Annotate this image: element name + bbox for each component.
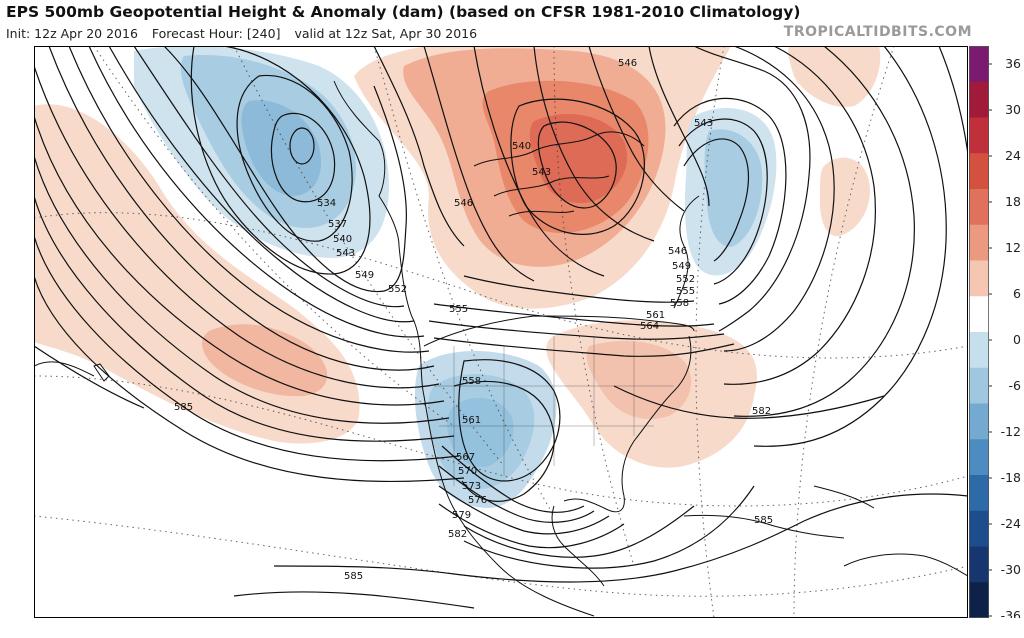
contour-label: 534 bbox=[317, 198, 336, 209]
contour-label: 564 bbox=[640, 321, 659, 332]
colorbar-swatch bbox=[969, 403, 989, 440]
contour-label: 555 bbox=[676, 286, 695, 297]
colorbar-label: 0 bbox=[1013, 332, 1021, 347]
colorbar-swatch bbox=[969, 475, 989, 512]
colorbar-label: -36 bbox=[1001, 608, 1021, 618]
contour-label: 543 bbox=[336, 248, 355, 259]
colorbar-label: 12 bbox=[1005, 240, 1021, 255]
contour-label: 570 bbox=[458, 466, 477, 477]
contour-label: 585 bbox=[174, 402, 193, 413]
colorbar-label: -12 bbox=[1001, 424, 1021, 439]
colorbar-label: 36 bbox=[1005, 56, 1021, 71]
colorbar-swatch bbox=[969, 153, 989, 190]
init-time: Init: 12z Apr 20 2016 bbox=[6, 26, 138, 41]
colorbar-swatch bbox=[969, 332, 989, 369]
anomaly-colorbar: 36 30 24 18 12 6 0 -6 -12 -18 -24 -30 -36 bbox=[969, 46, 1022, 618]
colorbar-swatch bbox=[969, 260, 989, 297]
colorbar-frame bbox=[969, 46, 989, 618]
brand-watermark: TROPICALTIDBITS.COM bbox=[783, 24, 972, 40]
contour-label: 585 bbox=[754, 515, 773, 526]
contour-label: 567 bbox=[456, 452, 475, 463]
contour-label: 537 bbox=[328, 219, 347, 230]
contour-label: 579 bbox=[452, 510, 471, 521]
graticule-lines bbox=[34, 46, 968, 618]
colorbar-swatch bbox=[969, 117, 989, 154]
contour-label: 552 bbox=[388, 284, 407, 295]
colorbar-swatch bbox=[969, 296, 989, 333]
contour-label: 549 bbox=[672, 261, 691, 272]
colorbar-label: 6 bbox=[1013, 286, 1021, 301]
contour-label: 576 bbox=[468, 495, 487, 506]
contour-label: 546 bbox=[454, 198, 473, 209]
contour-label: 582 bbox=[752, 406, 771, 417]
colorbar-swatch bbox=[969, 582, 989, 618]
contour-label: 558 bbox=[462, 376, 481, 387]
colorbar-swatch bbox=[969, 46, 989, 83]
contour-label: 543 bbox=[694, 118, 713, 129]
contour-label: 546 bbox=[668, 246, 687, 257]
contour-label: 561 bbox=[462, 415, 481, 426]
valid-time: valid at 12z Sat, Apr 30 2016 bbox=[294, 26, 478, 41]
coastlines bbox=[34, 80, 968, 617]
colorbar-label: -30 bbox=[1001, 562, 1021, 577]
colorbar-label: 18 bbox=[1005, 194, 1021, 209]
contour-label: 555 bbox=[449, 304, 468, 315]
colorbar-swatch bbox=[969, 81, 989, 118]
contour-label: 546 bbox=[618, 58, 637, 69]
colorbar-label: -18 bbox=[1001, 470, 1021, 485]
chart-title: EPS 500mb Geopotential Height & Anomaly … bbox=[6, 3, 801, 21]
colorbar-swatch bbox=[969, 224, 989, 261]
colorbar-swatch bbox=[969, 510, 989, 547]
anomaly-shading bbox=[34, 46, 881, 508]
colorbar-swatch bbox=[969, 439, 989, 476]
contour-label: 582 bbox=[448, 529, 467, 540]
contour-label: 540 bbox=[512, 141, 531, 152]
contour-label: 552 bbox=[676, 274, 695, 285]
contour-label: 549 bbox=[355, 270, 374, 281]
contour-label: 543 bbox=[532, 167, 551, 178]
colorbar-label: -6 bbox=[1009, 378, 1022, 393]
colorbar-swatch bbox=[969, 367, 989, 404]
contour-label: 561 bbox=[646, 310, 665, 321]
colorbar-swatch bbox=[969, 189, 989, 226]
colorbar-label: 24 bbox=[1005, 148, 1021, 163]
colorbar-label: 30 bbox=[1005, 102, 1021, 117]
forecast-map: 534 537 540 543 546 549 552 555 540 543 … bbox=[34, 46, 968, 618]
forecast-hour: Forecast Hour: [240] bbox=[151, 26, 281, 41]
contour-labels: 534 537 540 543 546 549 552 555 540 543 … bbox=[174, 58, 773, 582]
map-frame bbox=[34, 46, 968, 618]
colorbar-label: -24 bbox=[1001, 516, 1021, 531]
contour-label: 558 bbox=[670, 298, 689, 309]
colorbar-swatch bbox=[969, 546, 989, 583]
contour-label: 540 bbox=[333, 234, 352, 245]
chart-subtitle: Init: 12z Apr 20 2016 Forecast Hour: [24… bbox=[6, 26, 487, 41]
contour-label: 585 bbox=[344, 571, 363, 582]
contour-label: 573 bbox=[462, 481, 481, 492]
